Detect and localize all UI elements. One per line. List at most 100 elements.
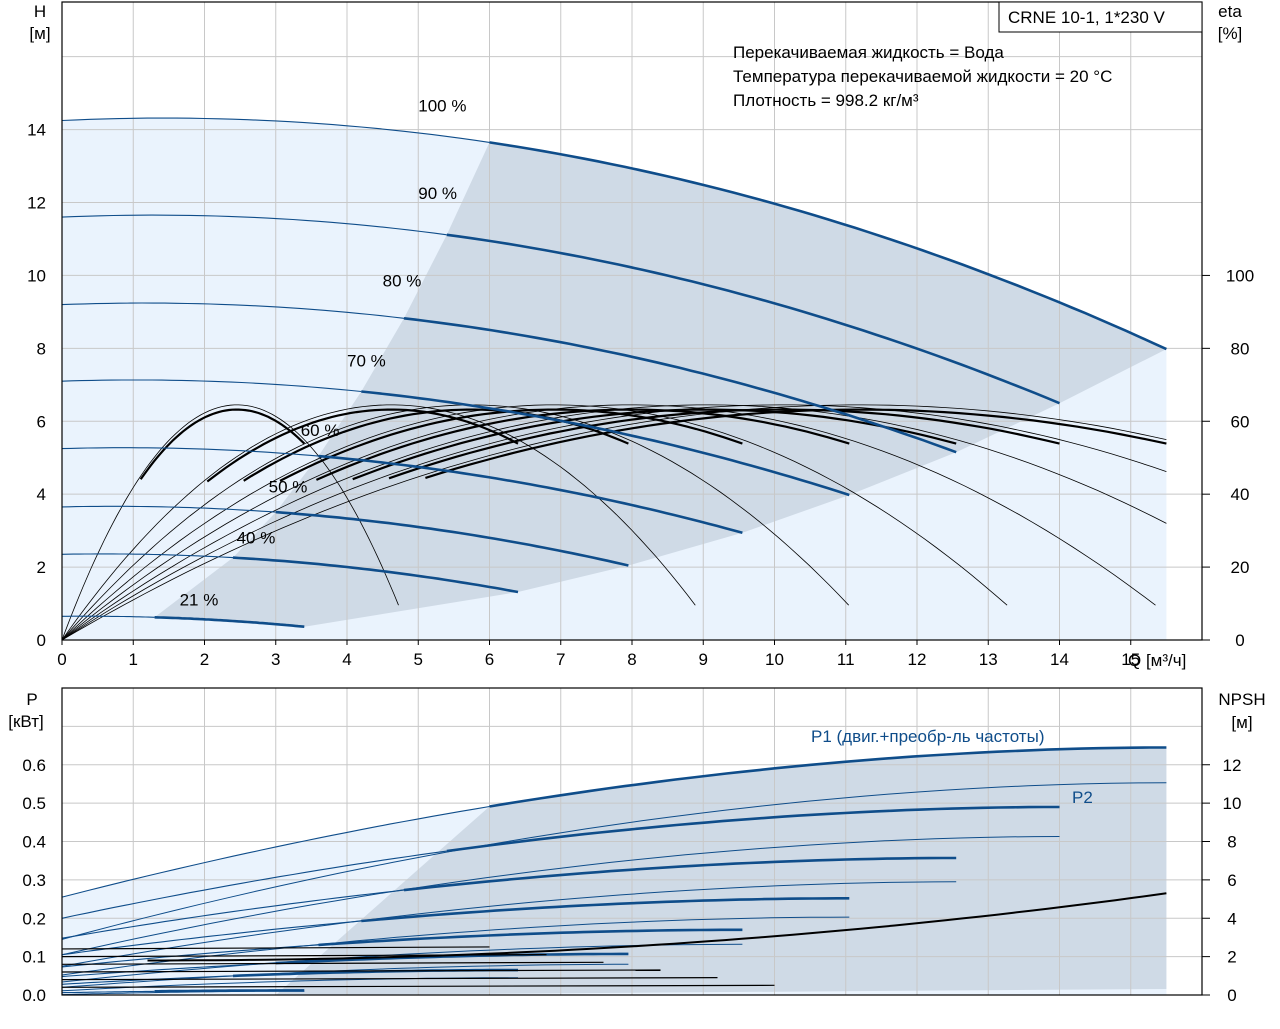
npsh-curve-thin [61,969,661,973]
npsh-tick-label: 4 [1227,909,1236,928]
speed-curve-thin [61,117,490,143]
npsh-curve-thin [61,954,547,958]
efficiency-thin-curve [61,404,1167,641]
q-tick-label: 1 [129,650,138,669]
p-axis-unit: [кВт] [8,712,43,731]
p1-curve-bold [318,928,743,947]
p1-series-label: P1 (двиг.+преобр-ль частоты) [811,727,1044,746]
q-tick-label: 0 [57,650,66,669]
q-tick-label: 11 [837,650,855,669]
efficiency-thin-curve [61,404,1167,641]
p2-curve [61,782,1167,940]
h-tick-label: 8 [37,339,46,358]
density-info: Плотность = 998.2 кг/м³ [733,91,919,110]
p-tick-label: 0.2 [22,909,46,928]
p1-curve-thin [61,850,447,919]
npsh-axis-unit: [м] [1231,713,1252,732]
p1-curve-bold [403,856,957,892]
eta-tick-label: 0 [1235,631,1244,650]
p2-curve [61,836,1060,956]
p1-curve-thin [61,805,490,898]
speed-curve-label: 100 % [418,96,466,115]
h-tick-label: 14 [27,121,46,140]
p1-curve-bold [275,952,629,965]
speed-curve-bold [361,390,850,497]
q-axis-title: Q [м³/ч] [1128,651,1186,670]
grid-lines [62,2,1203,995]
p-tick-label: 0.1 [22,948,46,967]
efficiency-thin-curve [61,404,1156,641]
npsh-curve-thin [61,977,718,981]
q-tick-label: 13 [979,650,998,669]
curves: 100 % 90 % 80 % 70 % 60 % 50 % 40 % 21 % [61,96,1167,996]
speed-curve-thin [61,505,276,513]
npsh-tick-label: 0 [1227,986,1236,1005]
efficiency-bold-curve [425,408,1167,479]
eta-tick-label: 20 [1231,558,1250,577]
eta-axis-unit: [%] [1218,24,1243,43]
q-tick-label: 6 [485,650,494,669]
npsh-tick-label: 8 [1227,833,1236,852]
efficiency-thin-curve [61,404,399,641]
eta-tick-label: 80 [1231,339,1250,358]
q-tick-label: 10 [765,650,784,669]
speed-curve-bold [318,454,743,535]
npsh-tick-label: 12 [1223,756,1242,775]
speed-curve-thin [61,553,234,559]
p1-curve-bold [154,989,305,993]
p2-curve [61,990,305,996]
p1-curve-bold [361,896,850,923]
speed-curve-label: 21 % [180,590,219,609]
efficiency-thin-curve [61,404,1008,641]
head-operating-area-fill [154,142,1167,627]
h-tick-label: 4 [37,485,46,504]
speed-curve-bold [489,141,1167,351]
eta-tick-label: 60 [1231,412,1250,431]
efficiency-bold-curve [139,408,306,480]
h-tick-label: 6 [37,412,46,431]
h-tick-label: 2 [37,558,46,577]
h-axis-title: H [34,2,46,21]
speed-curve-bold [275,510,629,567]
q-tick-label: 5 [414,650,423,669]
speed-curve-label: 50 % [269,477,308,496]
npsh-axis-title: NPSH [1218,690,1265,709]
p1-curve-bold [489,746,1167,808]
pump-model-label: CRNE 10-1, 1*230 V [1008,8,1166,27]
npsh-curve [147,892,1167,962]
q-tick-label: 3 [271,650,280,669]
q-tick-label: 4 [342,650,351,669]
q-tick-label: 8 [627,650,636,669]
efficiency-thin-curve [61,404,696,641]
p2-series-label: P2 [1072,788,1093,807]
p-tick-label: 0.6 [22,756,46,775]
speed-curve-label: 40 % [237,528,276,547]
p1-curve-thin [61,920,362,956]
q-tick-label: 15 [1121,650,1140,669]
npsh-tick-label: 2 [1227,948,1236,967]
eta-tick-label: 40 [1231,485,1250,504]
npsh-curve-thin [61,984,775,988]
p-tick-label: 0.5 [22,794,46,813]
p2-curve [61,916,850,976]
q-tick-label: 14 [1050,650,1069,669]
speed-curve-thin [61,379,362,393]
temperature-info: Температура перекачиваемой жидкости = 20… [733,67,1112,86]
p-axis-title: P [26,690,37,709]
eta-tick-label: 100 [1226,266,1254,285]
p2-curve [61,881,957,967]
npsh-curve-thin [61,961,604,965]
speed-curve-label: 70 % [347,352,386,371]
q-tick-label: 9 [699,650,708,669]
eta-axis-title: eta [1218,2,1242,21]
speed-curve-thin [61,302,405,319]
speed-curve-bold [446,233,1060,405]
operating-area-fills [62,118,1167,995]
speed-curve-bold [232,556,519,594]
speed-curve-thin [61,447,319,457]
p-tick-label: 0.4 [22,833,46,852]
npsh-tick-label: 6 [1227,871,1236,890]
h-tick-label: 0 [37,631,46,650]
p1-curve-bold [446,805,1060,853]
